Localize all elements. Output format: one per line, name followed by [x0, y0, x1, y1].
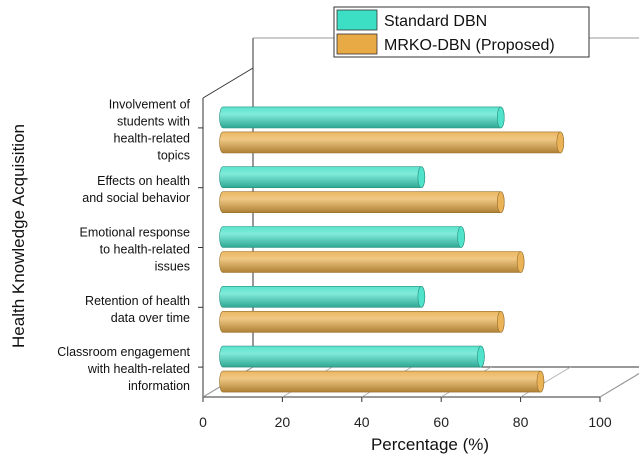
- bar-end-cap: [496, 191, 505, 213]
- category-labels: Involvement of students with health-relate…: [57, 97, 190, 393]
- bar-body: [219, 226, 465, 248]
- bar: [219, 226, 465, 248]
- y-tick-label: Emotional response to health-related issue…: [80, 226, 191, 274]
- bar-body: [219, 251, 525, 273]
- bar-body: [219, 191, 505, 213]
- bar-end-cap: [496, 310, 505, 333]
- bar-end-cap: [417, 285, 426, 308]
- bar-end-cap: [556, 131, 565, 154]
- bar-end-cap: [457, 226, 465, 248]
- x-tick-label: 60: [433, 414, 449, 430]
- x-axis-title: Percentage (%): [371, 435, 489, 454]
- y-tick-label: Involvement of students with health-relate…: [109, 97, 191, 162]
- x-tick-label: 100: [588, 414, 612, 430]
- y-axis-title: Health Knowledge Acquisition: [9, 124, 28, 348]
- bar: [219, 191, 505, 213]
- chart-bars: [219, 106, 565, 393]
- bar-body: [219, 311, 505, 333]
- bar: [219, 106, 505, 129]
- bar: [219, 370, 545, 393]
- bar-body: [219, 131, 565, 154]
- bar-body: [219, 286, 426, 308]
- bar: [219, 310, 505, 333]
- bar-body: [219, 345, 485, 368]
- bar: [219, 285, 426, 308]
- depth-edge-right: [599, 373, 639, 398]
- x-tick-label: 20: [275, 414, 291, 430]
- bar: [219, 131, 565, 154]
- bar: [219, 251, 525, 273]
- bar-body: [219, 166, 426, 188]
- bar-end-cap: [496, 106, 505, 129]
- bar-end-cap: [477, 345, 485, 368]
- x-tick-label: 0: [199, 414, 207, 430]
- floor-grid-line: [599, 373, 639, 398]
- depth-edge-top: [202, 67, 254, 99]
- bar-end-cap: [417, 166, 426, 188]
- x-tick-label: 40: [354, 414, 370, 430]
- y-tick-label: Effects on health and social behavior: [82, 174, 190, 205]
- y-tick-label: Retention of health data over time: [85, 294, 190, 325]
- y-tick-label: Classroom engagement with health-related i…: [57, 345, 190, 393]
- legend-swatch: [336, 33, 378, 55]
- x-tick-label: 80: [513, 414, 529, 430]
- legend: Standard DBN MRKO-DBN (Proposed): [333, 6, 590, 58]
- bar-body: [219, 370, 545, 393]
- x-tick-labels: 0 20 40 60 80 100: [199, 414, 612, 430]
- bar: [219, 166, 426, 188]
- bar-end-cap: [516, 251, 525, 273]
- bar-end-cap: [536, 370, 545, 393]
- legend-swatch: [336, 9, 378, 31]
- bar-body: [219, 106, 505, 129]
- bar: [219, 345, 485, 368]
- legend-label: Standard DBN: [384, 13, 487, 30]
- legend-label: MRKO-DBN (Proposed): [384, 37, 555, 54]
